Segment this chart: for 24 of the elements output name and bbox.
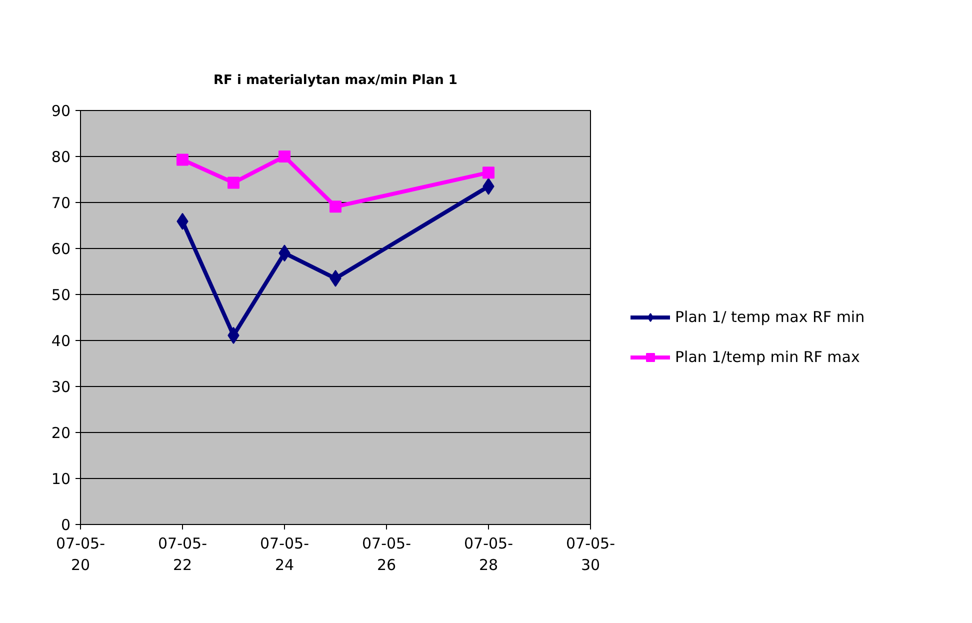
x-tick-label: 07-05-26 [362, 534, 411, 574]
x-tick-label: 07-05-28 [464, 534, 513, 574]
point [482, 166, 494, 179]
legend-label: Plan 1/ temp max RF min [675, 308, 865, 326]
y-tick-label: 90 [51, 102, 71, 120]
y-tick-label: 0 [60, 516, 71, 534]
point [228, 176, 240, 189]
point [330, 200, 342, 213]
y-tick-label: 70 [51, 194, 71, 212]
legend-label: Plan 1/temp min RF max [675, 348, 860, 366]
y-tick-label: 20 [51, 424, 71, 442]
y-tick-label: 40 [51, 332, 71, 350]
point [278, 150, 290, 162]
x-tick-label: 07-05-22 [158, 534, 207, 574]
y-tick-label: 60 [51, 240, 71, 258]
point [176, 154, 188, 166]
x-tick-label: 07-05-30 [566, 534, 615, 574]
chart-title: RF i materialytan max/min Plan 1 [214, 73, 458, 88]
y-tick-label: 80 [51, 148, 71, 166]
y-tick-label: 50 [51, 286, 71, 304]
y-tick-label: 10 [51, 470, 71, 488]
x-tick-label: 07-05-20 [56, 534, 105, 574]
y-tick-label: 30 [51, 378, 71, 396]
x-tick-label: 07-05-24 [260, 534, 309, 574]
